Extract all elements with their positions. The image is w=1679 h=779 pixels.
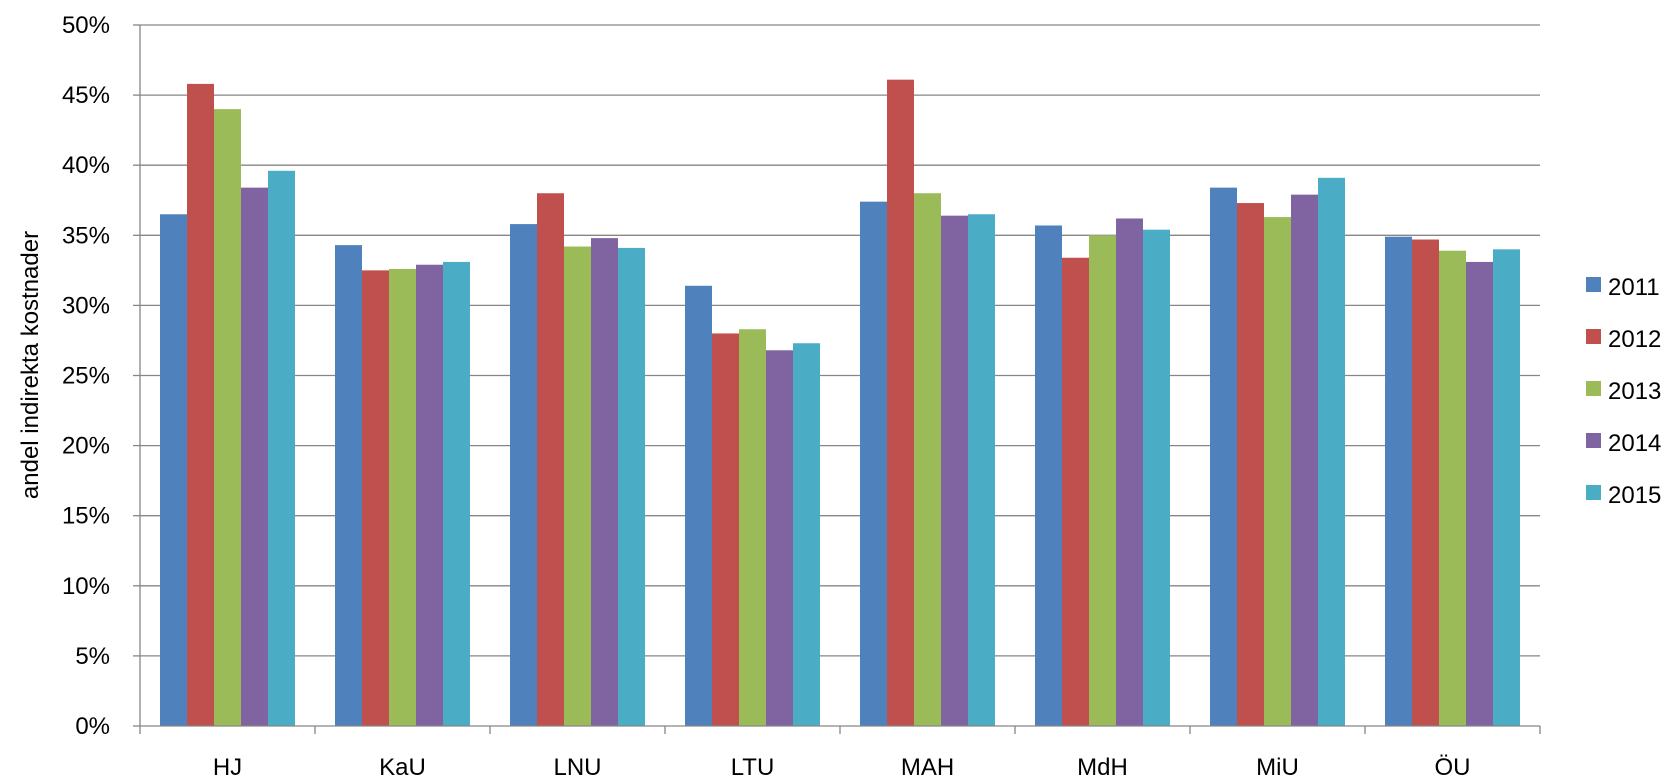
x-tick-label: LTU (731, 754, 775, 779)
bar-MdH-2012 (1062, 257, 1089, 726)
legend-item-2012: 2012 (1586, 326, 1661, 353)
bar-HJ-2013 (214, 109, 241, 727)
legend-label: 2011 (1608, 274, 1660, 301)
y-tick-label: 35% (62, 222, 110, 249)
y-axis-title: andel indirekta kostnader (17, 231, 44, 499)
series-2013 (214, 109, 1466, 727)
y-tick-label: 15% (62, 503, 110, 530)
bar-LTU-2015 (793, 343, 820, 726)
bar-ÖU-2011 (1385, 236, 1412, 726)
bar-MAH-2015 (968, 214, 995, 726)
bar-ÖU-2012 (1412, 239, 1439, 727)
bar-HJ-2015 (268, 170, 295, 727)
bar-ÖU-2014 (1466, 261, 1493, 726)
bar-HJ-2011 (160, 214, 187, 726)
bar-LTU-2012 (712, 333, 739, 726)
legend-swatch (1586, 433, 1601, 448)
y-tick-labels: 0% 5% 10% 15% 20% 25% 30% 35% 40% 45% 50% (62, 12, 110, 740)
x-tick-label: HJ (213, 754, 242, 779)
bar-HJ-2014 (241, 187, 268, 726)
y-tick-label: 45% (62, 82, 110, 109)
bar-ÖU-2013 (1439, 250, 1466, 727)
bar-LTU-2014 (766, 350, 793, 726)
bar-MiU-2015 (1318, 177, 1345, 726)
legend-label: 2013 (1608, 378, 1661, 405)
bar-MdH-2015 (1143, 229, 1170, 726)
bar-KaU-2015 (443, 261, 470, 726)
series-2014 (241, 187, 1493, 727)
bar-MAH-2012 (887, 79, 914, 727)
y-tick-label: 10% (62, 573, 110, 600)
bar-KaU-2014 (416, 264, 443, 726)
legend-swatch (1586, 485, 1601, 500)
series-2015 (268, 170, 1520, 727)
bar-LNU-2013 (564, 246, 591, 727)
axes (139, 25, 1541, 734)
bar-MAH-2013 (914, 193, 941, 727)
x-tick-labels: HJ KaU LNU LTU MAH MdH MiU ÖU (213, 754, 1471, 779)
x-tick-label: ÖU (1435, 754, 1471, 779)
bar-MdH-2013 (1089, 235, 1116, 727)
bar-MiU-2013 (1264, 217, 1291, 726)
bar-MdH-2014 (1116, 218, 1143, 726)
bar-KaU-2011 (335, 245, 362, 726)
x-tick-label: LNU (553, 754, 601, 779)
bar-ÖU-2015 (1493, 249, 1520, 726)
legend-label: 2012 (1608, 326, 1661, 353)
bar-MdH-2011 (1035, 225, 1062, 726)
x-tick-label: MdH (1077, 754, 1128, 779)
bar-MiU-2014 (1291, 194, 1318, 727)
bar-LTU-2013 (739, 329, 766, 726)
y-tick-label: 0% (75, 713, 110, 740)
y-tick-label: 25% (62, 363, 110, 390)
bar-LNU-2014 (591, 238, 618, 726)
legend-swatch (1586, 329, 1601, 344)
y-tick-label: 40% (62, 152, 110, 179)
bar-MAH-2014 (941, 215, 968, 726)
bar-LTU-2011 (685, 285, 712, 726)
legend-item-2015: 2015 (1586, 482, 1661, 509)
bar-MiU-2011 (1210, 187, 1237, 726)
legend-swatch (1586, 277, 1601, 292)
legend-label: 2014 (1608, 430, 1661, 457)
y-tick-label: 5% (75, 643, 110, 670)
y-tick-label: 50% (62, 12, 110, 39)
y-tick-label: 20% (62, 433, 110, 460)
series-2011 (160, 187, 1412, 727)
y-tick-label: 30% (62, 292, 110, 319)
bar-LNU-2011 (510, 224, 537, 727)
bar-HJ-2012 (187, 83, 214, 726)
legend-item-2013: 2013 (1586, 378, 1661, 405)
bars (160, 79, 1520, 727)
bar-LNU-2015 (618, 247, 645, 726)
legend-label: 2015 (1608, 482, 1661, 509)
legend-item-2014: 2014 (1586, 430, 1661, 457)
x-tick-label: MiU (1256, 754, 1299, 779)
legend-item-2011: 2011 (1586, 274, 1660, 301)
x-tick-label: MAH (901, 754, 954, 779)
bar-KaU-2012 (362, 270, 389, 726)
x-tick-label: KaU (379, 754, 426, 779)
legend-swatch (1586, 381, 1601, 396)
bar-MiU-2012 (1237, 203, 1264, 726)
bar-KaU-2013 (389, 268, 416, 726)
series-2012 (187, 79, 1439, 727)
legend: 2011 2012 2013 2014 2015 (1586, 274, 1661, 509)
bar-LNU-2012 (537, 193, 564, 727)
bar-MAH-2011 (860, 201, 887, 727)
